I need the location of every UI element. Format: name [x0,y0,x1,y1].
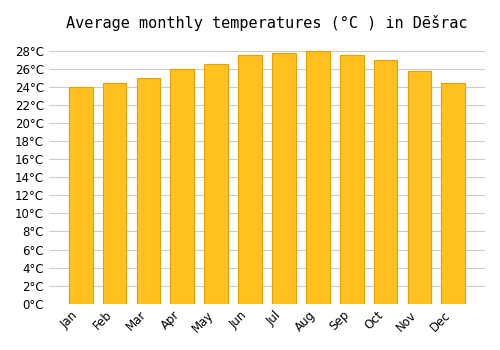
Title: Average monthly temperatures (°C ) in Dēšrac: Average monthly temperatures (°C ) in Dē… [66,15,468,31]
Bar [170,69,194,304]
Bar [374,60,398,304]
Bar [408,71,432,304]
Bar [102,83,126,304]
Bar [340,55,363,304]
Bar [306,51,330,304]
Bar [442,83,465,304]
Bar [238,55,262,304]
Bar [272,53,296,304]
Bar [136,78,160,304]
Bar [204,64,228,304]
Bar [69,87,92,304]
